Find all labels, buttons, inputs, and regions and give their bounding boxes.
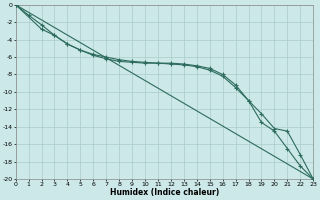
X-axis label: Humidex (Indice chaleur): Humidex (Indice chaleur) — [110, 188, 219, 197]
